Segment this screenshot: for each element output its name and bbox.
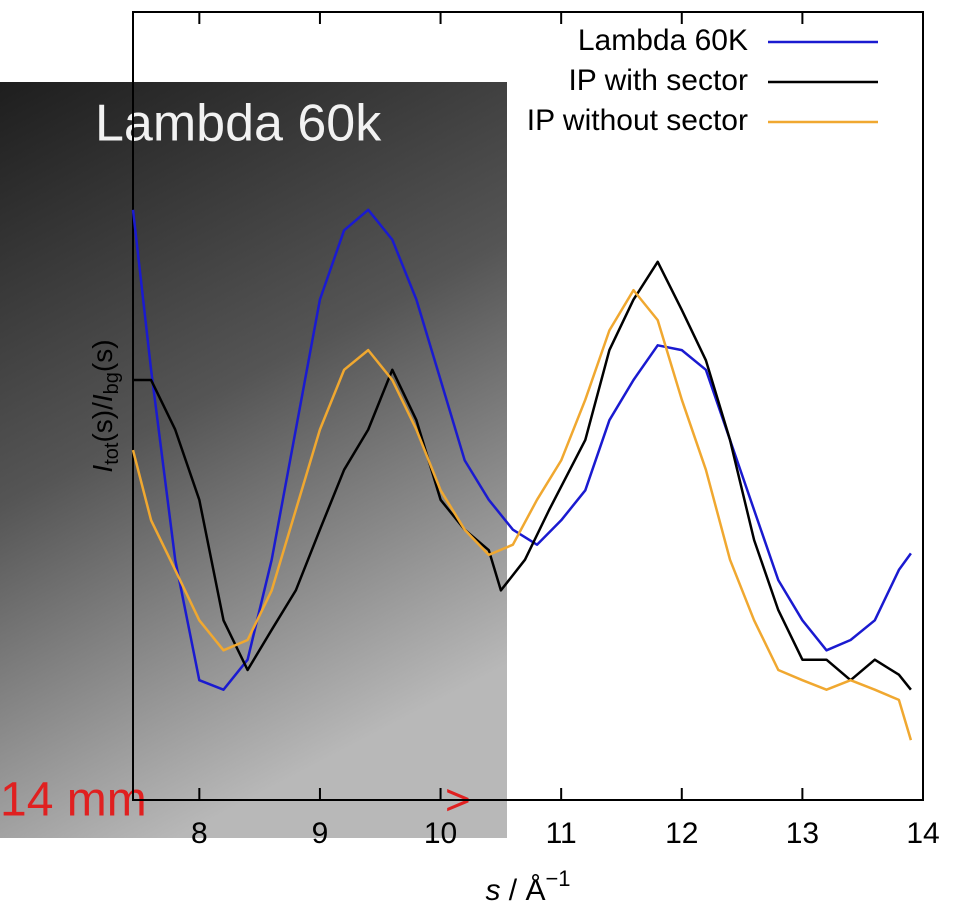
- detector-image: [0, 82, 507, 838]
- y-label-part: tot: [101, 442, 123, 465]
- x-label-part: s: [485, 874, 500, 907]
- series-line: [133, 260, 912, 691]
- y-label-part: (s): [87, 339, 118, 372]
- x-axis-label: s / Å−1: [485, 866, 570, 907]
- image-distance: 14 mm: [0, 774, 147, 827]
- x-tick-label: 13: [786, 817, 819, 850]
- y-label-part: I: [87, 465, 118, 473]
- x-tick-label: 14: [906, 817, 939, 850]
- x-tick-label: 11: [546, 817, 577, 850]
- series-line: [131, 288, 913, 741]
- x-tick-label: 12: [665, 817, 698, 850]
- image-label: Lambda 60k: [95, 95, 382, 153]
- x-label-part: / Å: [500, 874, 545, 907]
- y-axis-label: Itot(s)/Ibg(s): [87, 339, 123, 472]
- legend-label: IP without sector: [527, 104, 748, 137]
- y-label-part: (s)/: [87, 402, 118, 443]
- x-tick-label: 9: [312, 817, 329, 850]
- x-tick-label: 8: [191, 817, 208, 850]
- plot-frame: [132, 11, 924, 801]
- legend-label: Lambda 60K: [578, 24, 748, 57]
- legend-label: IP with sector: [568, 64, 748, 97]
- x-tick-label: 10: [424, 817, 457, 850]
- y-label-part: I: [87, 394, 118, 402]
- y-label-part: bg: [101, 372, 123, 394]
- x-label-part: −1: [545, 866, 570, 891]
- series-line: [131, 208, 912, 691]
